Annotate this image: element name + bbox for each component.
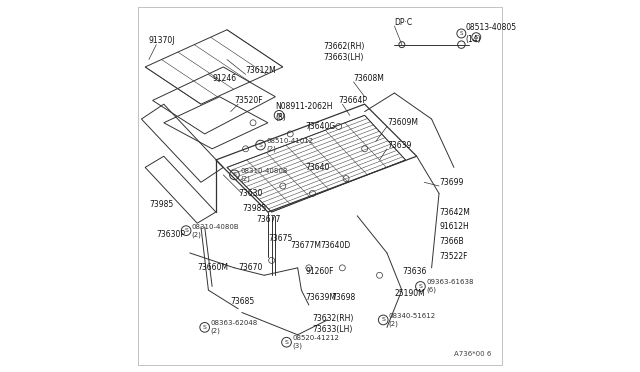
Text: S: S: [285, 340, 289, 345]
Text: 73677: 73677: [257, 215, 281, 224]
Text: S: S: [381, 317, 385, 323]
Text: 73630: 73630: [238, 189, 262, 198]
Text: S: S: [259, 142, 262, 148]
Text: 91246: 91246: [212, 74, 236, 83]
Text: S: S: [474, 35, 478, 40]
Text: 25190M: 25190M: [394, 289, 425, 298]
Text: DP·C: DP·C: [394, 18, 413, 27]
Text: 73522F: 73522F: [439, 252, 468, 261]
Text: 7366B: 7366B: [439, 237, 463, 246]
Text: S: S: [232, 172, 236, 177]
Text: 73608M: 73608M: [353, 74, 385, 83]
Text: N08911-2062H
(8): N08911-2062H (8): [275, 102, 333, 122]
Text: 73985: 73985: [149, 200, 173, 209]
Text: 73639M: 73639M: [305, 293, 336, 302]
Text: 73685: 73685: [231, 297, 255, 306]
Text: 08520-41212
(3): 08520-41212 (3): [292, 335, 339, 349]
Text: S: S: [419, 284, 422, 289]
Text: 73677M: 73677M: [291, 241, 321, 250]
Text: 08340-51612
(2): 08340-51612 (2): [389, 313, 436, 327]
Text: 08310-4080B
(2): 08310-4080B (2): [191, 224, 239, 238]
Text: 73632(RH)
73633(LH): 73632(RH) 73633(LH): [312, 314, 354, 334]
Text: S: S: [460, 31, 463, 36]
Text: 73642M: 73642M: [439, 208, 470, 217]
Text: 73612M: 73612M: [246, 66, 276, 75]
Text: 73675: 73675: [268, 234, 292, 243]
Text: 73660M: 73660M: [197, 263, 228, 272]
Text: S: S: [184, 228, 188, 233]
Text: S: S: [203, 325, 207, 330]
Text: 91370J: 91370J: [149, 36, 175, 45]
Text: 08513-40805
(14): 08513-40805 (14): [465, 23, 516, 44]
Text: 73699: 73699: [439, 178, 463, 187]
Text: 08363-62048
(2): 08363-62048 (2): [211, 320, 257, 334]
Text: 73609M: 73609M: [387, 118, 418, 127]
Text: 91612H: 91612H: [439, 222, 468, 231]
Text: 73636: 73636: [402, 267, 426, 276]
Text: 08310-40808
(2): 08310-40808 (2): [240, 168, 287, 182]
Text: 73985: 73985: [242, 204, 266, 213]
Text: 73640G: 73640G: [305, 122, 335, 131]
Text: 73639: 73639: [387, 141, 412, 150]
Text: 73670: 73670: [238, 263, 262, 272]
Text: 73630P: 73630P: [156, 230, 186, 239]
Text: 73520F: 73520F: [234, 96, 263, 105]
Text: 09363-61638
(6): 09363-61638 (6): [426, 279, 474, 294]
Text: N: N: [276, 113, 282, 118]
Text: 08510-41012
(2): 08510-41012 (2): [266, 138, 313, 152]
Text: 73662(RH)
73663(LH): 73662(RH) 73663(LH): [324, 42, 365, 62]
Text: 73664P: 73664P: [339, 96, 367, 105]
Text: 73698: 73698: [331, 293, 355, 302]
Text: 73640D: 73640D: [320, 241, 350, 250]
Text: 73640: 73640: [305, 163, 330, 172]
Text: A736*00 6: A736*00 6: [454, 351, 491, 357]
Text: 91260F: 91260F: [305, 267, 333, 276]
